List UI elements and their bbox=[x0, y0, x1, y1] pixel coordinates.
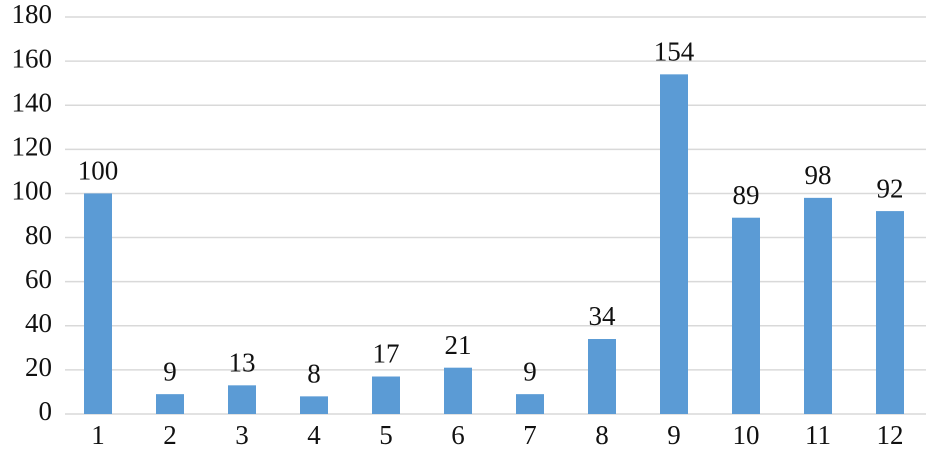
data-label: 154 bbox=[654, 37, 695, 67]
data-label: 92 bbox=[877, 173, 904, 203]
bar bbox=[372, 376, 400, 414]
bar bbox=[156, 394, 184, 414]
bar bbox=[804, 197, 832, 414]
bar bbox=[732, 217, 760, 414]
y-tick-label: 120 bbox=[12, 132, 53, 162]
y-tick-label: 40 bbox=[25, 308, 52, 338]
y-tick-label: 100 bbox=[12, 176, 53, 206]
x-tick-label: 3 bbox=[235, 420, 249, 450]
y-tick-label: 140 bbox=[12, 87, 53, 117]
data-label: 8 bbox=[307, 359, 321, 389]
y-tick-label: 20 bbox=[25, 352, 52, 382]
x-tick-label: 4 bbox=[307, 420, 321, 450]
bar bbox=[300, 396, 328, 414]
y-tick-label: 60 bbox=[25, 264, 52, 294]
data-label: 9 bbox=[523, 356, 537, 386]
x-tick-label: 1 bbox=[91, 420, 105, 450]
x-tick-label: 7 bbox=[523, 420, 537, 450]
y-tick-label: 180 bbox=[12, 0, 53, 29]
bar bbox=[84, 193, 112, 414]
data-label: 98 bbox=[805, 160, 832, 190]
x-tick-label: 9 bbox=[667, 420, 681, 450]
data-label: 100 bbox=[78, 156, 119, 186]
x-tick-label: 5 bbox=[379, 420, 393, 450]
data-label: 34 bbox=[589, 301, 617, 331]
x-tick-label: 8 bbox=[595, 420, 609, 450]
bar bbox=[516, 394, 544, 414]
y-tick-label: 0 bbox=[39, 396, 53, 426]
x-tick-label: 10 bbox=[733, 420, 760, 450]
bar bbox=[228, 385, 256, 414]
x-tick-label: 2 bbox=[163, 420, 177, 450]
data-label: 17 bbox=[373, 339, 400, 369]
y-tick-label: 160 bbox=[12, 43, 53, 73]
bar bbox=[876, 211, 904, 414]
bar bbox=[588, 339, 616, 414]
bar bbox=[660, 74, 688, 414]
x-tick-label: 6 bbox=[451, 420, 465, 450]
data-label: 13 bbox=[229, 348, 256, 378]
data-label: 9 bbox=[163, 356, 177, 386]
x-tick-label: 12 bbox=[877, 420, 904, 450]
data-label: 89 bbox=[733, 180, 760, 210]
data-label: 21 bbox=[445, 330, 472, 360]
bar bbox=[444, 367, 472, 414]
y-tick-label: 80 bbox=[25, 220, 52, 250]
x-tick-label: 11 bbox=[805, 420, 831, 450]
